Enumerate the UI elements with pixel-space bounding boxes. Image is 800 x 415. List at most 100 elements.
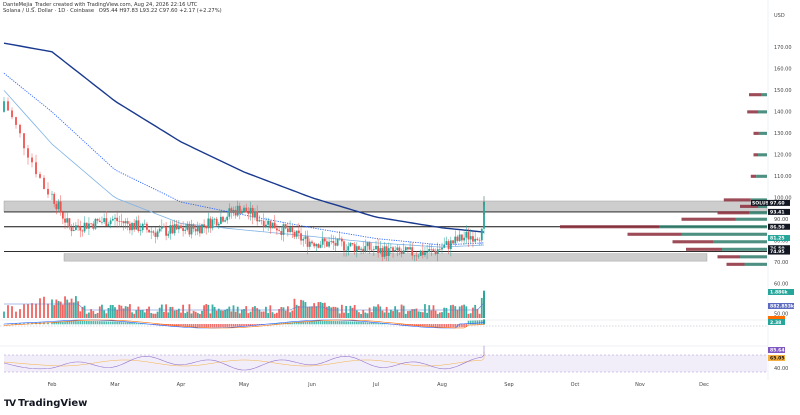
macd-histogram-bar bbox=[291, 322, 294, 325]
candle bbox=[291, 224, 294, 239]
candle-body bbox=[387, 248, 390, 256]
candle bbox=[407, 247, 409, 253]
macd-histogram-bar bbox=[98, 321, 101, 325]
candle bbox=[319, 240, 322, 249]
volume-tag-value: 882.853k bbox=[770, 304, 795, 310]
candle bbox=[362, 241, 365, 254]
macd-histogram-bar bbox=[347, 321, 350, 325]
candle bbox=[199, 223, 201, 237]
candle-body bbox=[211, 219, 214, 229]
volume-bar bbox=[411, 309, 414, 318]
candle bbox=[456, 234, 459, 243]
volume-bar bbox=[293, 298, 296, 318]
candle bbox=[92, 220, 95, 231]
volume-ma-line bbox=[4, 302, 485, 311]
volume-profile-bar-up bbox=[681, 232, 767, 236]
volume-bar bbox=[340, 304, 343, 318]
price-tick-label: 60.00 bbox=[774, 281, 788, 287]
volume-bar bbox=[302, 300, 305, 318]
macd-histogram-bar bbox=[23, 323, 25, 325]
volume-bar bbox=[68, 302, 71, 318]
candle-body bbox=[3, 101, 5, 112]
volume-bar bbox=[438, 312, 441, 318]
candle-body bbox=[152, 231, 155, 233]
volume-bar bbox=[148, 306, 150, 318]
candle bbox=[258, 215, 261, 223]
candle bbox=[404, 245, 407, 252]
macd-histogram-bar bbox=[182, 324, 184, 327]
volume-bar bbox=[23, 304, 25, 318]
volume-bar bbox=[291, 310, 294, 318]
candle-body bbox=[194, 228, 197, 232]
candle bbox=[256, 205, 259, 226]
candle-body bbox=[177, 225, 180, 230]
candle-body bbox=[43, 177, 45, 189]
volume-bar bbox=[319, 301, 322, 318]
instrument-line: Solana / U.S. Dollar · 1D · Coinbase O95… bbox=[3, 8, 225, 14]
volume-bar bbox=[103, 310, 106, 318]
candle bbox=[74, 222, 77, 231]
candle bbox=[146, 221, 148, 233]
volume-bar bbox=[188, 304, 191, 318]
macd-histogram-bar bbox=[311, 321, 313, 325]
x-axis-month-label: Feb bbox=[48, 382, 57, 388]
candle bbox=[137, 215, 140, 233]
candle bbox=[370, 242, 373, 252]
volume-bar bbox=[381, 310, 384, 318]
candle-body bbox=[118, 221, 121, 222]
candle-body bbox=[94, 218, 97, 229]
candle-body bbox=[282, 224, 285, 235]
macd-histogram-bar bbox=[124, 322, 127, 325]
macd-histogram-bar bbox=[81, 321, 84, 325]
candle bbox=[351, 243, 354, 246]
candle bbox=[245, 203, 248, 213]
candle-body bbox=[368, 242, 371, 250]
candle bbox=[467, 228, 470, 247]
volume-bar bbox=[385, 306, 388, 318]
candle bbox=[293, 230, 296, 240]
volume-bar bbox=[421, 312, 424, 318]
candle-body bbox=[111, 218, 114, 221]
macd-histogram-bar bbox=[304, 321, 307, 325]
macd-histogram-bar bbox=[180, 324, 182, 327]
candle-body bbox=[98, 220, 101, 223]
candle-body bbox=[156, 231, 159, 237]
candle-body bbox=[260, 220, 263, 221]
volume-bar bbox=[456, 309, 459, 318]
macd-histogram-bar bbox=[129, 322, 131, 325]
volume-bar bbox=[177, 308, 180, 318]
macd-histogram-bar bbox=[295, 322, 298, 325]
candle-body bbox=[116, 217, 119, 222]
volume-bar bbox=[304, 302, 307, 318]
candle-body bbox=[109, 220, 112, 225]
candle bbox=[304, 230, 307, 245]
candle bbox=[226, 210, 229, 224]
candle-body bbox=[276, 228, 278, 231]
tradingview-brand[interactable]: TV TradingView bbox=[4, 398, 87, 409]
candle bbox=[129, 220, 131, 234]
volume-bar bbox=[472, 307, 474, 318]
macd-histogram-bar bbox=[158, 324, 161, 326]
candle bbox=[469, 229, 472, 245]
candle bbox=[47, 182, 49, 199]
macd-histogram-bar bbox=[163, 324, 165, 326]
volume-bar bbox=[88, 312, 90, 318]
candle-body bbox=[336, 238, 339, 246]
macd-histogram-bar bbox=[103, 321, 105, 325]
volume-bar bbox=[343, 312, 345, 318]
volume-bar bbox=[35, 303, 37, 318]
candle-body bbox=[126, 221, 129, 224]
volume-bar bbox=[211, 304, 214, 318]
candle-body bbox=[413, 255, 416, 257]
volume-bar bbox=[260, 311, 263, 318]
candle bbox=[175, 219, 178, 231]
ma-dotted-line bbox=[3, 72, 485, 246]
candle bbox=[434, 248, 437, 256]
macd-histogram-bar bbox=[321, 321, 324, 325]
macd-histogram-bar bbox=[375, 322, 377, 325]
candle-body bbox=[372, 249, 375, 250]
candle bbox=[358, 245, 360, 251]
candle-body bbox=[226, 216, 229, 221]
rsi-tag bbox=[768, 355, 785, 361]
